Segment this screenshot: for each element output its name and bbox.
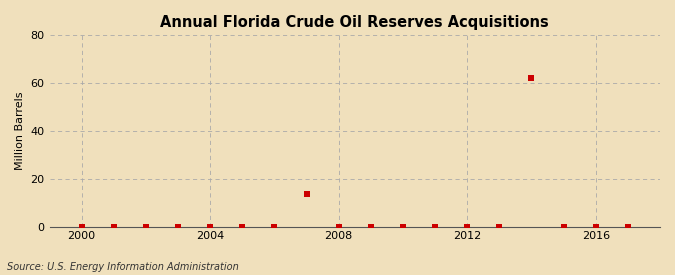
Point bbox=[109, 224, 119, 229]
Point bbox=[269, 224, 280, 229]
Point bbox=[237, 224, 248, 229]
Point bbox=[205, 224, 215, 229]
Point bbox=[494, 224, 505, 229]
Point bbox=[558, 224, 569, 229]
Point bbox=[76, 224, 87, 229]
Y-axis label: Million Barrels: Million Barrels bbox=[15, 92, 25, 170]
Point bbox=[173, 224, 184, 229]
Point bbox=[430, 224, 441, 229]
Point bbox=[365, 224, 376, 229]
Title: Annual Florida Crude Oil Reserves Acquisitions: Annual Florida Crude Oil Reserves Acquis… bbox=[161, 15, 549, 30]
Point bbox=[462, 224, 472, 229]
Point bbox=[622, 224, 633, 229]
Point bbox=[140, 224, 151, 229]
Point bbox=[526, 76, 537, 81]
Point bbox=[591, 224, 601, 229]
Point bbox=[333, 224, 344, 229]
Point bbox=[301, 192, 312, 197]
Point bbox=[398, 224, 408, 229]
Text: Source: U.S. Energy Information Administration: Source: U.S. Energy Information Administ… bbox=[7, 262, 238, 272]
